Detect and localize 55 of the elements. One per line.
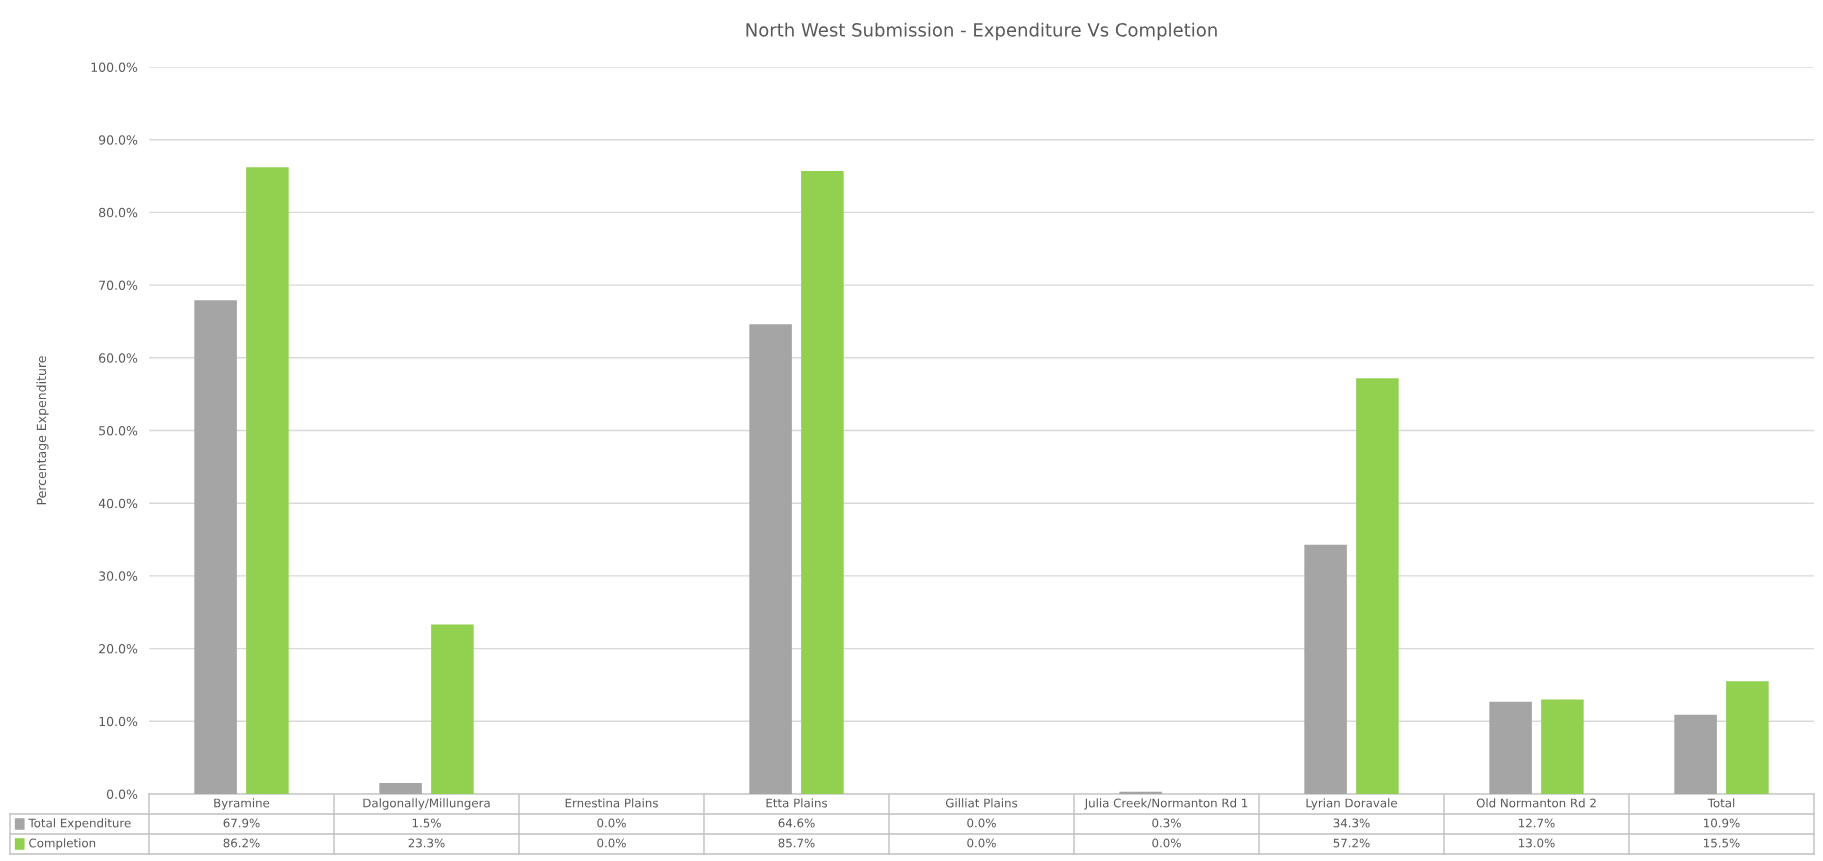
bar <box>194 300 237 794</box>
data-label: 15.5% <box>1704 838 1740 848</box>
x-tick-label: Dalgonally/Millungera <box>363 798 490 810</box>
legend-label: Total Expenditure <box>28 818 131 830</box>
data-label: 13.0% <box>1519 838 1555 848</box>
x-tick-label: Byramine <box>214 798 270 810</box>
y-tick-label: 30.0% <box>99 571 138 581</box>
x-tick-label: Julia Creek/Normanton Rd 1 <box>1084 798 1248 810</box>
data-label: 12.7% <box>1519 818 1555 828</box>
chart-title: North West Submission - Expenditure Vs Completion <box>746 22 1217 41</box>
data-label: 34.3% <box>1333 818 1370 828</box>
data-label: 0.0% <box>967 818 996 828</box>
data-label: 67.9% <box>223 818 260 828</box>
y-tick-label: 80.0% <box>99 207 138 218</box>
y-tick-label: 60.0% <box>99 353 138 363</box>
data-label: 86.2% <box>223 838 260 848</box>
x-tick-label: Gilliat Plains <box>945 798 1018 808</box>
data-label: 0.3% <box>1152 818 1181 828</box>
bar <box>379 783 422 794</box>
data-label: 0.0% <box>597 838 626 848</box>
data-label: 85.7% <box>778 838 815 848</box>
y-axis-title: Percentage Expenditure <box>36 356 49 505</box>
y-tick-label: 100.0% <box>91 62 138 72</box>
data-label: 64.6% <box>778 818 815 828</box>
data-label: 10.9% <box>1704 818 1740 828</box>
legend-label: Completion <box>29 838 96 850</box>
bar <box>431 624 474 794</box>
y-tick-label: 10.0% <box>99 716 138 727</box>
bar <box>1304 544 1347 794</box>
data-label: 23.3% <box>408 838 445 848</box>
x-tick-label: Old Normanton Rd 2 <box>1476 798 1596 808</box>
data-label: 1.5% <box>412 818 441 828</box>
y-tick-label: 0.0% <box>106 789 138 799</box>
y-tick-label: 40.0% <box>98 498 138 509</box>
bar <box>1541 699 1584 794</box>
y-tick-label: 90.0% <box>98 135 138 145</box>
bar <box>1356 378 1399 794</box>
x-tick-label: Ernestina Plains <box>565 798 658 808</box>
y-tick-label: 50.0% <box>99 425 138 436</box>
data-label: 0.0% <box>1152 838 1181 848</box>
data-label: 0.0% <box>597 818 626 828</box>
bar <box>1674 714 1717 794</box>
bar <box>1489 701 1532 794</box>
bar <box>1119 791 1162 794</box>
x-tick-label: Lyrian Doravale <box>1306 798 1397 810</box>
y-tick-label: 20.0% <box>99 644 138 654</box>
bar <box>801 170 844 794</box>
y-tick-label: 70.0% <box>99 280 138 291</box>
data-label: 0.0% <box>967 838 996 848</box>
x-tick-label: Etta Plains <box>766 798 828 808</box>
data-label: 57.2% <box>1333 838 1370 848</box>
x-tick-label: Total <box>1707 798 1735 808</box>
bar <box>1726 681 1769 794</box>
bar <box>246 167 289 794</box>
bar <box>749 324 792 794</box>
